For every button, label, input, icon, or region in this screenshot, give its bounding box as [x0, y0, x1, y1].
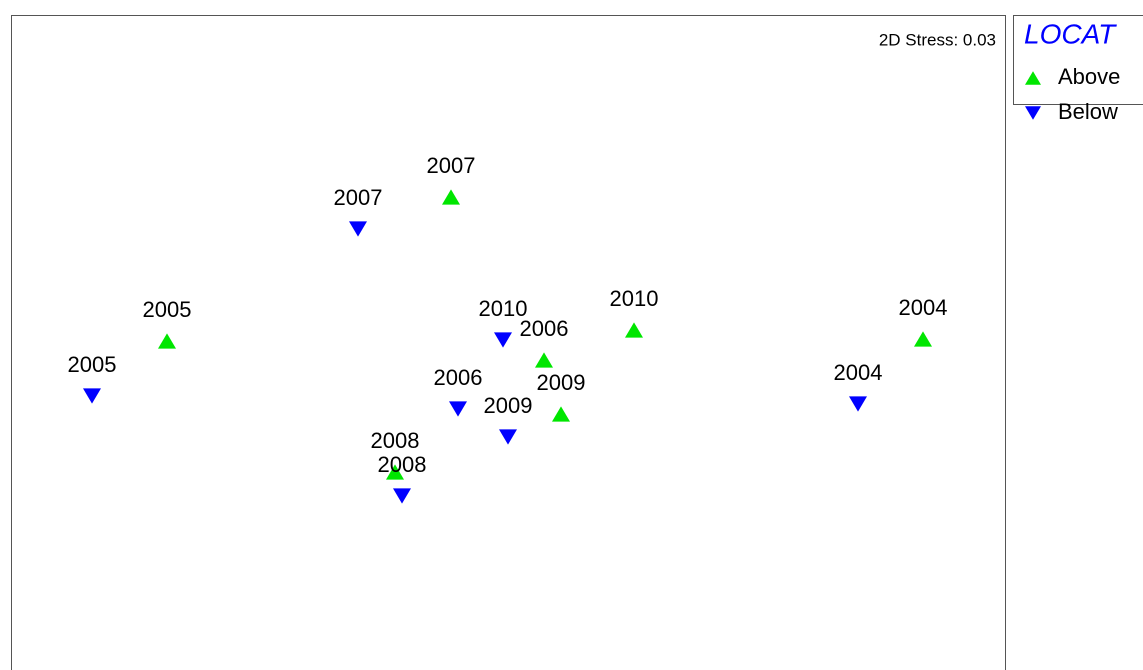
- point-label: 2009: [484, 393, 533, 418]
- point: [349, 221, 367, 237]
- point: [386, 464, 404, 480]
- point-label: 2005: [143, 297, 192, 322]
- legend-marker: [1025, 71, 1041, 85]
- point: [552, 406, 570, 422]
- point: [499, 429, 517, 445]
- point: [535, 352, 553, 368]
- point-label: 2004: [834, 360, 883, 385]
- point-label: 2010: [479, 296, 528, 321]
- point-label: 2006: [520, 316, 569, 341]
- legend-frame: [1013, 15, 1143, 105]
- point: [914, 331, 932, 347]
- stress-annotation: 2D Stress: 0.03: [879, 30, 996, 49]
- point-label: 2010: [610, 286, 659, 311]
- point: [83, 388, 101, 404]
- point: [158, 333, 176, 349]
- point-label: 2007: [334, 185, 383, 210]
- point: [625, 322, 643, 338]
- point: [449, 401, 467, 417]
- point: [442, 189, 460, 205]
- point: [393, 488, 411, 504]
- legend-label: Above: [1058, 64, 1120, 89]
- legend-marker: [1025, 106, 1041, 120]
- legend-title: LOCAT: [1024, 18, 1117, 49]
- point-label: 2005: [68, 352, 117, 377]
- point: [849, 396, 867, 412]
- point: [494, 332, 512, 348]
- plot-frame: [11, 15, 1006, 670]
- point-label: 2008: [378, 452, 427, 477]
- point-label: 2006: [434, 365, 483, 390]
- point-label: 2004: [899, 295, 948, 320]
- point-label: 2008: [371, 428, 420, 453]
- point-label: 2009: [537, 370, 586, 395]
- legend-label: Below: [1058, 99, 1118, 124]
- point-label: 2007: [427, 153, 476, 178]
